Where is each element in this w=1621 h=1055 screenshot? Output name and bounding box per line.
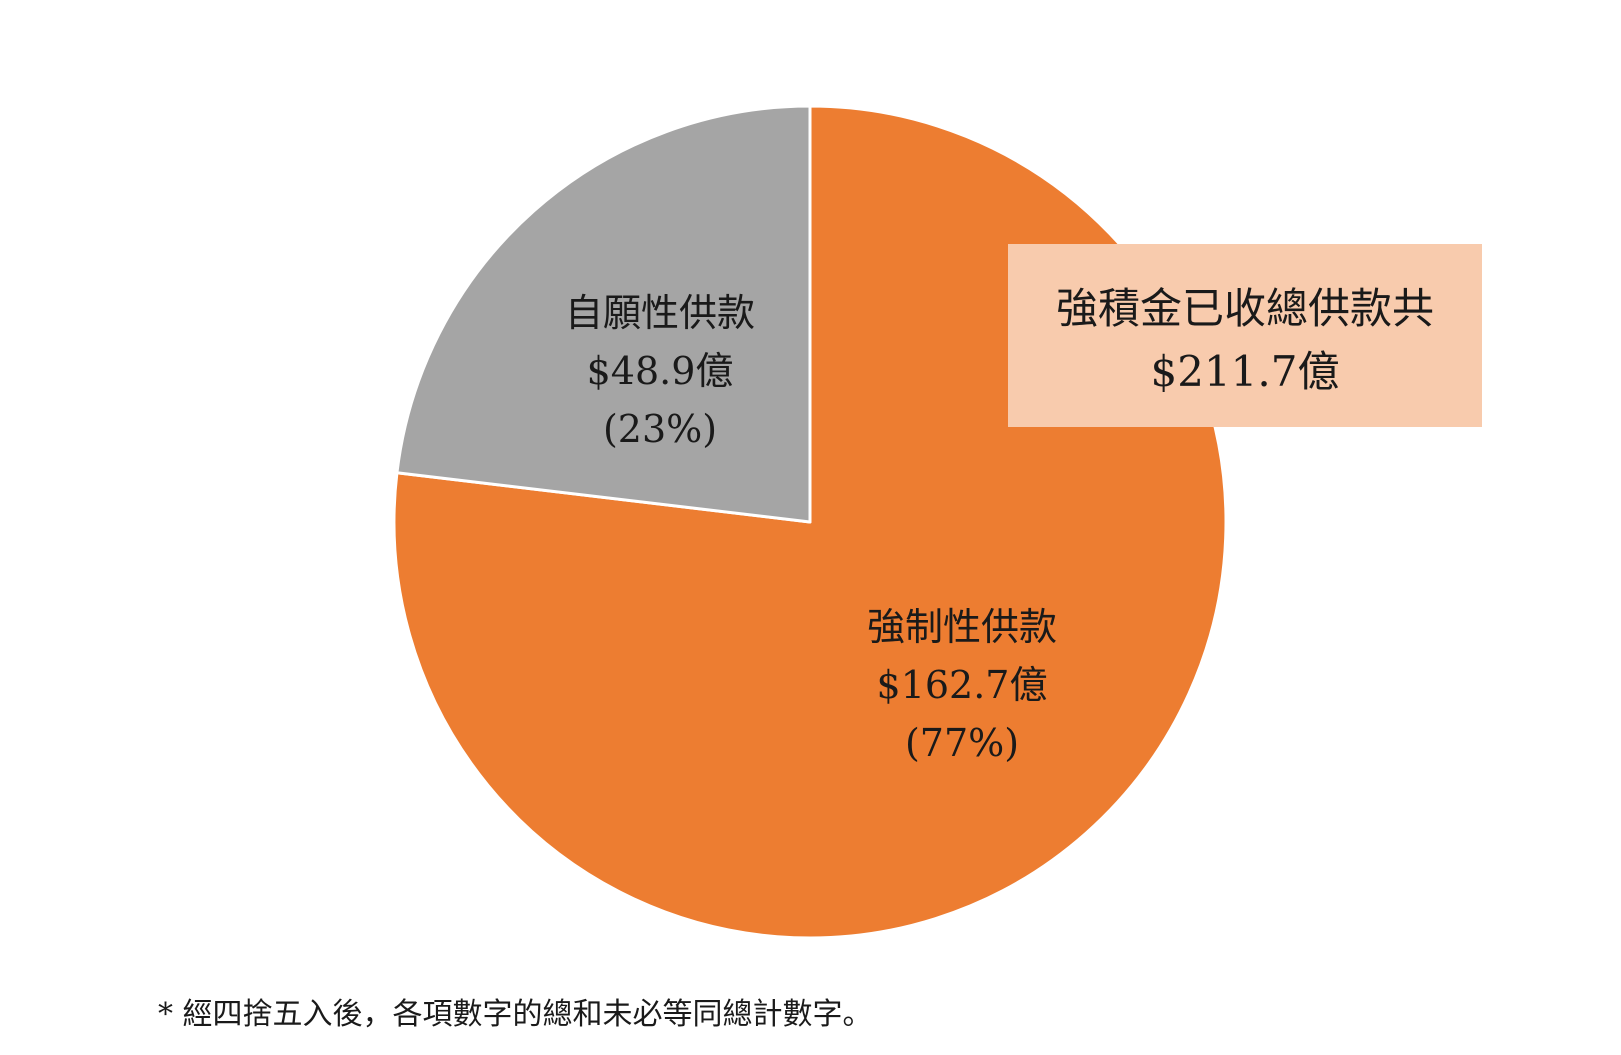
voluntary-name: 自願性供款 [564,291,755,335]
mandatory-name: 強制性供款 [866,605,1057,649]
mandatory-value: $162.7億 [876,663,1048,707]
mandatory-percent: (77%) [904,721,1020,765]
mandatory-slice-label: 強制性供款 $162.7億 (77%) [832,598,1092,772]
voluntary-value: $48.9億 [586,349,734,393]
total-callout-line2: $211.7億 [1150,347,1340,396]
voluntary-percent: (23%) [602,407,718,451]
voluntary-slice-label: 自願性供款 $48.9億 (23%) [540,284,780,458]
rounding-footnote: * 經四捨五入後，各項數字的總和未必等同總計數字。 [158,997,873,1032]
total-callout-line1: 強積金已收總供款共 [1055,284,1434,333]
voluntary-slice [395,104,812,524]
total-contributions-callout: 強積金已收總供款共 $211.7億 [1008,244,1482,427]
